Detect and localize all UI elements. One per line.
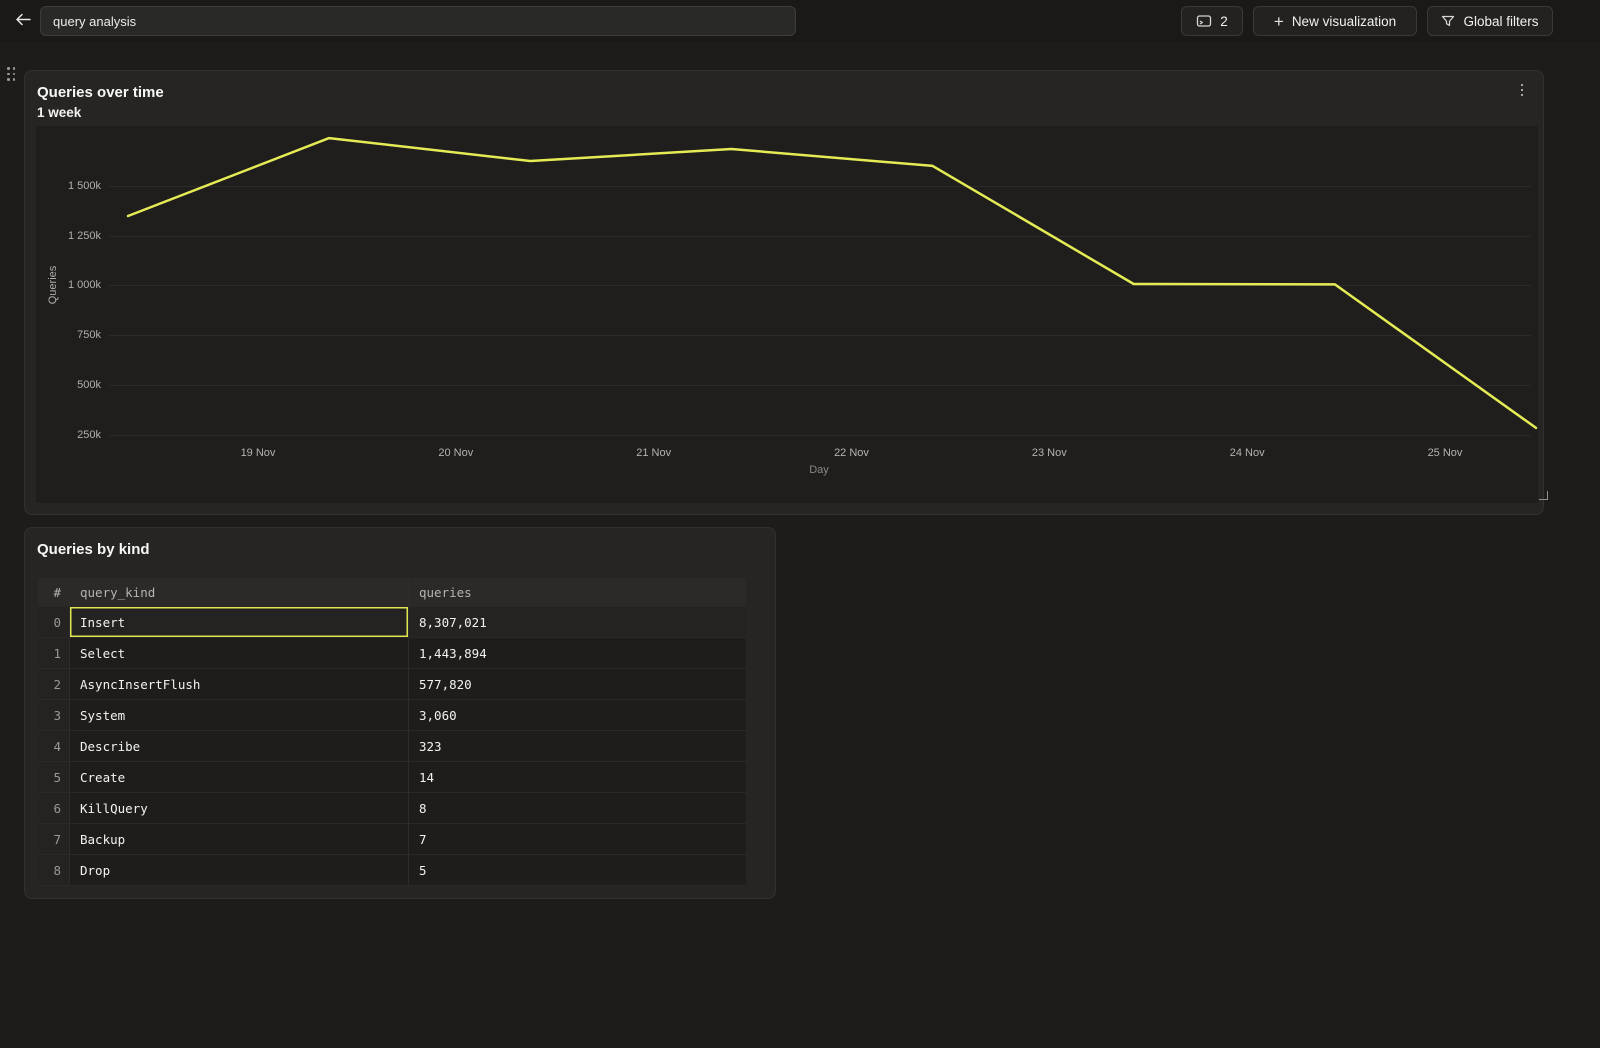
queries-cell[interactable]: 1,443,894 [408, 638, 746, 669]
table-card: Queries by kind # query_kind queries 0 In… [24, 527, 776, 899]
queries-cell[interactable]: 8 [408, 793, 746, 824]
gridline [109, 186, 1531, 187]
back-button[interactable] [10, 8, 36, 34]
topbar: 2 + New visualization Global filters [0, 0, 1600, 42]
x-axis-tick-label: 22 Nov [834, 447, 869, 459]
query-kind-cell[interactable]: KillQuery [69, 793, 408, 824]
chart-subtitle: 1 week [37, 105, 82, 120]
query-kind-cell[interactable]: Drop [69, 855, 408, 886]
row-index-cell: 7 [38, 824, 69, 855]
visualization-count-button[interactable]: 2 [1181, 6, 1243, 36]
queries-line-series [126, 136, 1538, 430]
table-row: 1 Select 1,443,894 [38, 638, 746, 669]
arrow-left-icon [15, 13, 31, 29]
queries-cell[interactable]: 8,307,021 [408, 607, 746, 638]
row-index-cell: 2 [38, 669, 69, 700]
queries-cell[interactable]: 3,060 [408, 700, 746, 731]
chart-plot-area: Day Queries 1 500k 1 250k 1 000k 750k 500k 25… [36, 126, 1538, 503]
query-kind-cell[interactable]: AsyncInsertFlush [69, 669, 408, 700]
table-row: 0 Insert 8,307,021 [38, 607, 746, 638]
y-axis-tick-label: 1 000k [67, 279, 101, 292]
x-axis-tick-label: 19 Nov [240, 447, 276, 459]
gridline [109, 434, 1531, 436]
chart-title: Queries over time [37, 84, 164, 101]
table-header-row: # query_kind queries [38, 578, 746, 607]
y-axis-tick-label: 1 250k [67, 229, 101, 242]
query-kind-cell[interactable]: Create [69, 762, 408, 793]
column-header-queries: queries [408, 578, 746, 607]
y-axis-tick-label: 500k [77, 378, 101, 391]
gridline [109, 384, 1531, 386]
chart-card: Queries over time 1 week Day Queries 1 5… [24, 70, 1544, 515]
queries-cell[interactable]: 14 [408, 762, 746, 793]
queries-cell[interactable]: 5 [408, 855, 746, 886]
console-window-icon [1196, 13, 1212, 29]
new-visualization-button[interactable]: + New visualization [1253, 6, 1417, 36]
column-header-index: # [38, 578, 69, 607]
y-axis-tick-label: 250k [77, 428, 101, 441]
global-filters-button[interactable]: Global filters [1427, 6, 1553, 36]
plus-icon: + [1273, 11, 1284, 31]
x-axis-title: Day [809, 464, 829, 476]
table-row: 3 System 3,060 [38, 700, 746, 731]
query-kind-cell[interactable]: Select [69, 638, 408, 669]
row-index-cell: 1 [38, 638, 69, 669]
row-index-cell: 5 [38, 762, 69, 793]
dashboard-title-input[interactable] [40, 6, 796, 36]
global-filters-label: Global filters [1463, 13, 1539, 29]
table-title: Queries by kind [37, 541, 150, 558]
x-axis-tick-label: 21 Nov [636, 447, 672, 459]
query-kind-cell[interactable]: Describe [69, 731, 408, 762]
gridline [109, 285, 1531, 287]
table-row: 5 Create 14 [38, 762, 746, 793]
resize-handle-icon[interactable] [1539, 491, 1548, 500]
table-row: 8 Drop 5 [38, 855, 746, 886]
queries-cell[interactable]: 7 [408, 824, 746, 855]
x-axis-tick-label: 20 Nov [438, 447, 474, 459]
query-kind-cell[interactable]: System [69, 700, 408, 731]
column-header-query-kind: query_kind [69, 578, 408, 607]
x-axis-tick-label: 23 Nov [1031, 447, 1067, 459]
row-index-cell: 4 [38, 731, 69, 762]
query-kind-cell[interactable]: Insert [69, 607, 408, 638]
gridline [109, 335, 1531, 337]
queries-cell[interactable]: 577,820 [408, 669, 746, 700]
y-axis-tick-label: 1 500k [67, 180, 101, 192]
kebab-menu-icon[interactable] [1514, 81, 1530, 99]
row-index-cell: 8 [38, 855, 69, 886]
new-visualization-label: New visualization [1291, 13, 1397, 29]
row-index-cell: 6 [38, 793, 69, 824]
table-row: 2 AsyncInsertFlush 577,820 [38, 669, 746, 700]
x-axis-tick-label: 25 Nov [1427, 447, 1463, 459]
table-row: 7 Backup 7 [38, 824, 746, 855]
query-kind-cell[interactable]: Backup [69, 824, 408, 855]
topbar-actions: 2 + New visualization Global filters [1181, 6, 1553, 36]
x-axis-tick-label: 24 Nov [1229, 447, 1265, 459]
row-index-cell: 0 [38, 607, 69, 638]
table-row: 4 Describe 323 [38, 731, 746, 762]
funnel-icon [1441, 14, 1455, 28]
y-axis-tick-label: 750k [77, 329, 101, 342]
queries-cell[interactable]: 323 [408, 731, 746, 762]
gridline [109, 235, 1531, 237]
table-row: 6 KillQuery 8 [38, 793, 746, 824]
results-table: # query_kind queries 0 Insert 8,307,021 1 Se… [38, 578, 746, 886]
drag-handle-icon[interactable] [7, 67, 19, 83]
results-table-body: 0 Insert 8,307,021 1 Select 1,443,894 2 AsyncIn… [38, 607, 746, 886]
visualization-count: 2 [1220, 13, 1228, 29]
row-index-cell: 3 [38, 700, 69, 731]
